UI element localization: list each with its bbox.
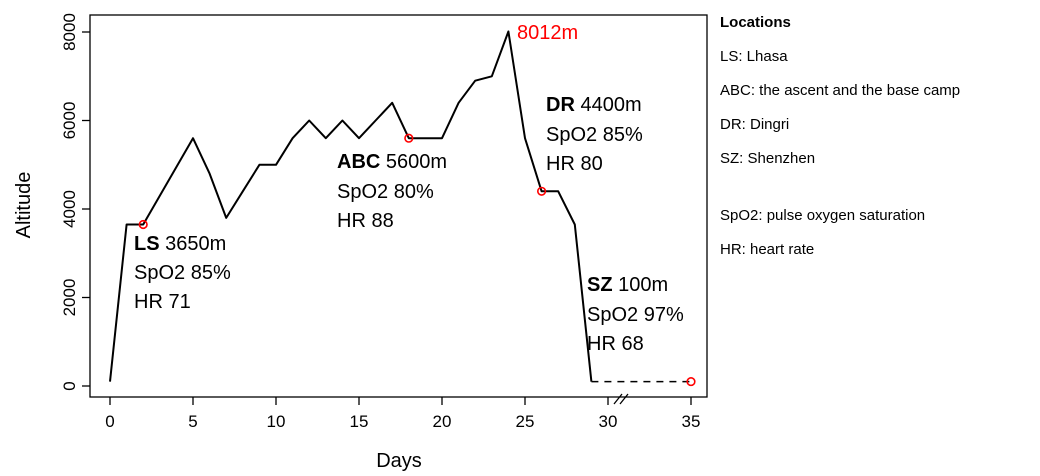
legend-abbr-spo2: SpO2: pulse oxygen saturation <box>720 207 926 224</box>
x-tick-label-5: 5 <box>188 412 197 431</box>
annotation-sz-spo2: SpO2 97% <box>587 304 684 326</box>
annotation-abc-code: ABC <box>337 151 380 173</box>
x-tick-label-0: 0 <box>105 412 114 431</box>
annotation-dr-spo2: SpO2 85% <box>546 124 643 146</box>
x-tick-label-35: 35 <box>682 412 701 431</box>
annotation-dr-altitude: 4400m <box>580 94 641 116</box>
annotation-ls-spo2: SpO2 85% <box>134 262 231 284</box>
legend: Locations LS: Lhasa ABC: the ascent and … <box>720 12 960 273</box>
peak-label: 8012m <box>517 22 578 44</box>
annotation-abc-line1: ABC 5600m <box>337 151 447 173</box>
altitude-line-0 <box>109 30 593 382</box>
annotation-dr-hr: HR 80 <box>546 153 603 175</box>
legend-abbr-hr: HR: heart rate <box>720 241 815 258</box>
y-axis-title: Altitude <box>13 172 35 239</box>
legend-title: Locations <box>720 14 791 31</box>
location-marker-3 <box>686 376 696 387</box>
annotation-sz-altitude: 100m <box>618 274 668 296</box>
annotation-abc-spo2: SpO2 80% <box>337 181 434 203</box>
annotation-dr-line1: DR 4400m <box>546 94 642 116</box>
series-layer <box>109 30 691 383</box>
annotation-ls-hr: HR 71 <box>134 291 191 313</box>
axis-break-mark-1 <box>613 393 623 405</box>
location-marker-2 <box>536 186 547 196</box>
axis-break-mark-2 <box>619 393 629 405</box>
x-axis-title: Days <box>376 450 422 472</box>
x-tick-label-30: 30 <box>599 412 618 431</box>
annotation-abc-hr: HR 88 <box>337 210 394 232</box>
plot-frame <box>89 14 708 398</box>
x-tick-label-25: 25 <box>516 412 535 431</box>
y-tick-label-8000: 8000 <box>60 13 79 51</box>
legend-location-sz: SZ: Shenzhen <box>720 150 816 167</box>
x-tick-label-15: 15 <box>350 412 369 431</box>
annotation-sz-line1: SZ 100m <box>587 274 668 296</box>
ticks-layer: 0 5 10 15 20 25 30 35 0 2000 4000 6000 8000 <box>60 13 700 431</box>
location-marker-0 <box>138 219 148 230</box>
annotation-ls-altitude: 3650m <box>165 233 226 255</box>
legend-spacer <box>720 182 960 205</box>
y-tick-label-6000: 6000 <box>60 102 79 140</box>
annotation-sz-hr: HR 68 <box>587 333 644 355</box>
annotation-sz-code: SZ <box>587 274 613 296</box>
x-tick-label-20: 20 <box>433 412 452 431</box>
marker-layer <box>138 133 696 387</box>
annotation-ls-code: LS <box>134 233 160 255</box>
legend-location-dr: DR: Dingri <box>720 116 790 133</box>
y-tick-label-2000: 2000 <box>60 279 79 317</box>
annotation-ls-line1: LS 3650m <box>134 233 226 255</box>
location-marker-1 <box>404 133 414 143</box>
legend-location-abc: ABC: the ascent and the base camp <box>720 82 961 99</box>
annotation-abc-altitude: 5600m <box>386 151 447 173</box>
annotation-dr-code: DR <box>546 94 575 116</box>
x-tick-label-10: 10 <box>267 412 286 431</box>
legend-location-ls: LS: Lhasa <box>720 48 788 65</box>
y-tick-label-4000: 4000 <box>60 190 79 228</box>
y-tick-label-0: 0 <box>60 381 79 390</box>
